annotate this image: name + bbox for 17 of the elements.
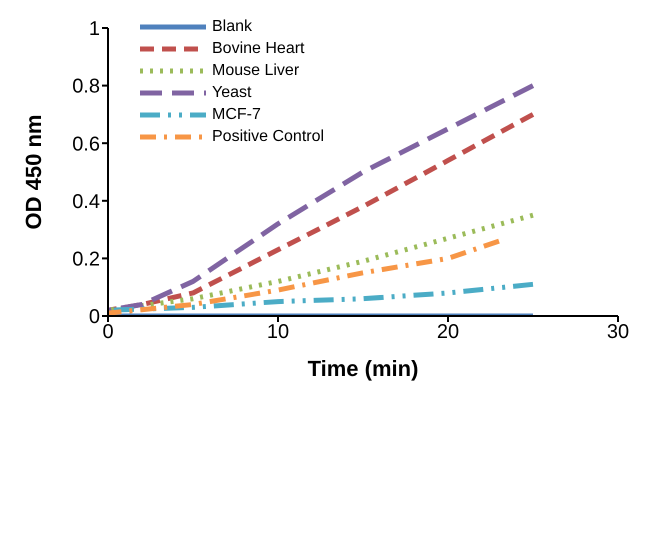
x-tick-label: 30 [606, 321, 630, 344]
y-tick-label: 0.8 [72, 76, 100, 98]
x-tick-label: 10 [266, 321, 290, 344]
x-axis-title: Time (min) [308, 356, 418, 381]
legend-label: Yeast [212, 84, 252, 102]
legend-label: MCF-7 [212, 106, 261, 124]
x-tick-label: 20 [436, 321, 460, 344]
y-axis-title: OD 450 nm [20, 114, 46, 230]
y-tick-label: 1 [88, 18, 100, 40]
y-tick-label: 0.6 [72, 133, 100, 156]
legend-label: Blank [212, 18, 252, 36]
legend-label: Mouse Liver [212, 62, 300, 80]
y-tick-label: 0 [88, 306, 100, 328]
legend-label: Positive Control [212, 128, 324, 146]
y-tick-label: 0.4 [72, 190, 100, 213]
legend-label: Bovine Heart [212, 40, 304, 58]
y-tick-label: 0.2 [72, 248, 100, 270]
